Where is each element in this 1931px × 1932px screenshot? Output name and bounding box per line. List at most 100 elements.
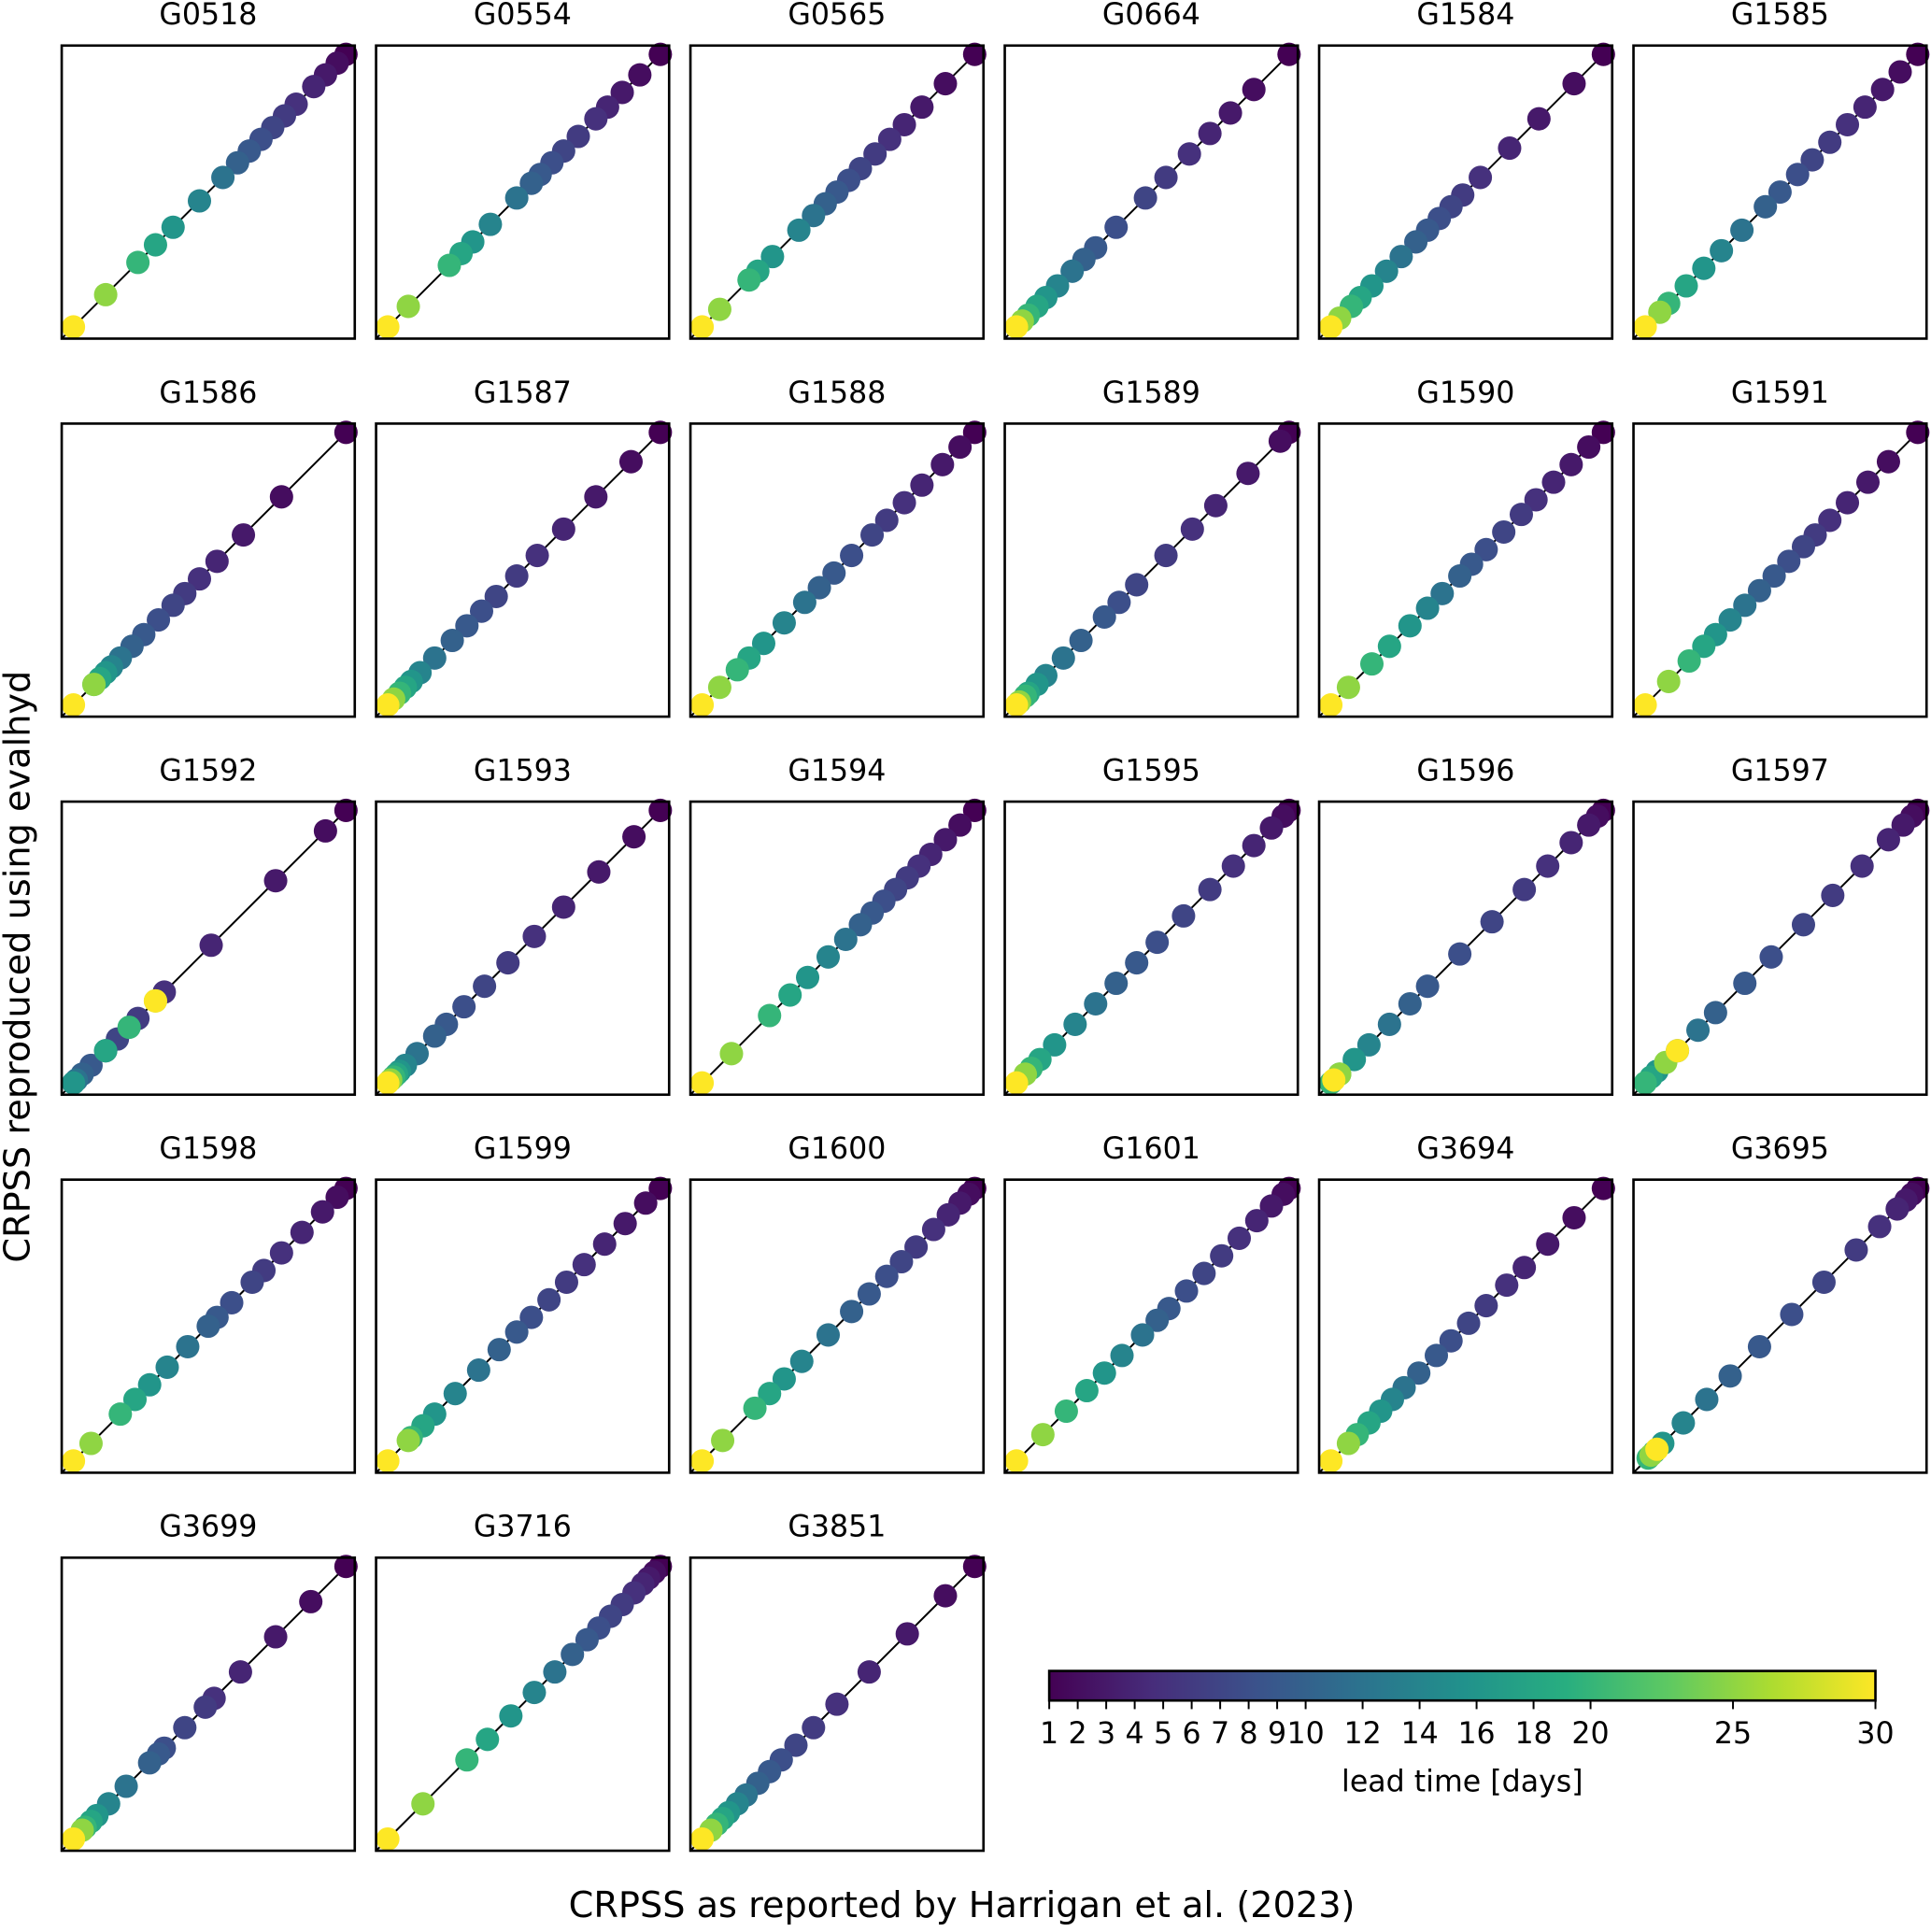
point [310,1200,334,1224]
point [1322,1068,1346,1092]
panel-title: G1601 [1102,1132,1200,1166]
point [1524,488,1548,512]
panel-title: G3851 [788,1511,886,1544]
point [1633,693,1657,717]
point [889,1249,914,1274]
point [334,1555,358,1579]
point [921,1217,945,1242]
panel-frame [1317,44,1614,340]
point [1198,877,1222,902]
point [469,599,494,623]
panel-frame [60,800,357,1097]
point [1526,107,1551,131]
point [690,1449,715,1473]
point [1043,1032,1067,1057]
point [784,1733,808,1757]
point [269,1241,293,1265]
point [522,924,547,948]
point [126,250,150,275]
point [1004,1071,1029,1095]
point [1448,942,1472,966]
point [1577,434,1601,460]
point [584,107,608,131]
panel-frame [689,800,986,1097]
point [789,1349,814,1373]
point [269,485,293,509]
point [751,632,775,656]
point [633,1191,658,1215]
colorbar-tick-label: 20 [1571,1717,1609,1751]
point [802,204,826,228]
panel-title: G3699 [159,1511,257,1544]
colorbar-tick-label: 18 [1514,1717,1552,1751]
point [263,869,288,893]
point [1125,951,1149,975]
colorbar-tick-label: 6 [1183,1717,1201,1751]
colorbar-label: lead time [days] [1342,1766,1583,1799]
point [1268,429,1292,453]
point [422,1024,447,1048]
point [452,995,476,1019]
point [376,693,400,717]
point [772,611,796,635]
point [648,798,673,822]
point [857,1660,881,1684]
point [1844,1238,1868,1262]
point [910,95,934,120]
point [1509,503,1534,527]
point [1398,991,1422,1016]
point [1645,1437,1669,1461]
point [1512,1256,1537,1280]
point [187,567,212,591]
point [1415,974,1440,999]
point [496,951,520,975]
colorbar-tick-label: 3 [1097,1717,1115,1751]
point [822,561,846,585]
point [1541,470,1566,494]
panel-title: G1592 [159,754,257,788]
panel-frame [689,44,986,340]
panel-title: G1596 [1416,754,1514,788]
point [543,1660,567,1684]
point [711,1428,735,1453]
point [1259,816,1284,840]
point [962,42,987,66]
point [1107,590,1131,615]
point [1536,854,1560,878]
point [487,1338,511,1362]
point [1359,652,1384,676]
point [199,933,223,958]
point [936,1202,960,1227]
point [948,434,973,460]
point [504,1320,529,1344]
point [396,1428,420,1453]
point [62,1449,86,1473]
point [1747,578,1771,603]
point [1633,1071,1657,1095]
colorbar [1047,1669,1877,1702]
point [743,1396,767,1420]
point [1818,130,1842,154]
point [1133,186,1157,210]
colorbar-tick-label: 2 [1069,1717,1087,1751]
panel-title: G3695 [1731,1132,1829,1166]
point [484,584,508,609]
point [1084,991,1108,1016]
point [874,508,899,533]
point [760,245,785,269]
point [325,1185,349,1210]
point [1885,1197,1910,1221]
point [1177,142,1201,166]
point [1492,519,1516,544]
point [1733,972,1757,996]
point [78,1431,103,1456]
panel-frame [1003,422,1299,718]
point [802,1715,826,1740]
panel-title: G1599 [474,1132,572,1166]
point [892,490,916,515]
point [1906,42,1930,66]
point [1145,1308,1170,1332]
point [1051,646,1075,670]
point [1562,1205,1586,1229]
colorbar-tick-label: 9 [1268,1717,1286,1751]
